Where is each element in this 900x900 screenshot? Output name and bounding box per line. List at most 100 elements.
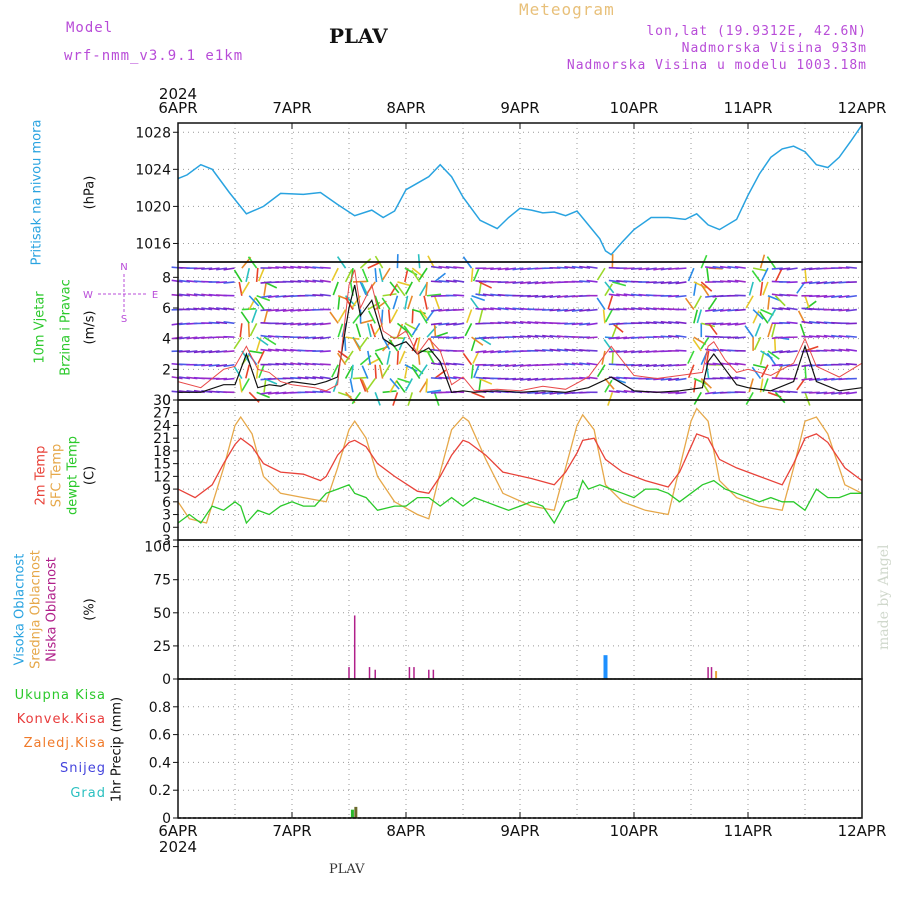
wind-arrow (549, 391, 561, 395)
wind-arrow (752, 308, 764, 320)
wind-arrow (433, 392, 440, 406)
ytick-label: 0.2 (149, 783, 171, 799)
wind-arrow (823, 349, 835, 352)
compass-n: N (120, 262, 127, 273)
wind-arrow (367, 261, 381, 269)
wind-speed-line (178, 284, 863, 393)
wind-arrow (638, 307, 650, 311)
wind-arrow (304, 279, 317, 283)
wind-arrow (675, 391, 687, 395)
wind-arrow (215, 281, 228, 284)
wind-arrow (712, 308, 724, 312)
wind-arrow (786, 281, 798, 284)
wind-arrow (773, 336, 777, 351)
wind-arrow (771, 389, 783, 394)
wind-arrow (282, 362, 294, 366)
wind-arrow (433, 295, 441, 310)
wind-arrow (490, 267, 502, 271)
wind-arrow (752, 267, 768, 272)
cloud-label-a: Visoka Oblacnost (12, 553, 28, 666)
wind-arrow (297, 362, 309, 366)
wind-arrow (612, 281, 627, 287)
compass-w: W (83, 290, 93, 301)
wind-arrow (630, 307, 643, 311)
wind-arrow (290, 308, 302, 312)
wind-arrow (344, 365, 353, 379)
wind-arrow (616, 389, 628, 394)
wind-arrow (675, 349, 687, 352)
wind-arrow (445, 279, 457, 283)
wind-arrow (823, 377, 835, 381)
wind-arrow (668, 391, 680, 394)
wind-arrow (645, 281, 657, 284)
wind-arrow (267, 308, 279, 312)
wind-arrow (453, 279, 465, 283)
wind-arrow (381, 267, 391, 281)
wind-arrow (193, 307, 205, 311)
wind-arrow (596, 267, 606, 281)
wind-arrow (367, 323, 372, 338)
wind-arrow (556, 266, 568, 269)
wind-arrow (645, 307, 657, 311)
wind-arrow (419, 380, 428, 393)
wind-arrow (238, 378, 243, 393)
wind-arrow (687, 267, 695, 282)
wind-arrow (734, 265, 746, 269)
wind-arrow (251, 309, 258, 323)
wind-arrow (482, 293, 494, 297)
bottom-time-tick: 6APR (158, 822, 197, 840)
wind-arrow (482, 350, 494, 354)
wind-arrow (645, 267, 657, 271)
wind-arrow (470, 364, 474, 379)
wind-arrow (571, 265, 583, 269)
wind-arrow (505, 267, 517, 271)
wind-arrow (257, 350, 265, 364)
wind-arrow (438, 376, 450, 380)
wind-arrow (223, 377, 235, 381)
wind-arrow (208, 307, 220, 311)
wind-arrow (693, 378, 697, 393)
wind-arrow (556, 308, 568, 312)
wind-arrow (445, 322, 457, 326)
wind-arrow (359, 378, 367, 392)
wind-arrow (361, 379, 369, 393)
wind-arrow (453, 308, 465, 311)
wind-arrow (240, 311, 250, 324)
wind-arrow (693, 377, 708, 385)
wind-arrow (774, 269, 783, 283)
wind-arrow (512, 281, 524, 284)
wind-arrow (319, 322, 331, 326)
wind-arrow (796, 378, 806, 391)
wind-arrow (527, 391, 539, 395)
wind-gust-line (177, 269, 863, 392)
wind-arrow (430, 280, 442, 283)
wind-arrow (216, 321, 228, 325)
wind-arrow (675, 267, 687, 270)
wind-arrow (255, 297, 265, 311)
wind-arrow (527, 334, 539, 338)
wind-arrow (260, 334, 272, 338)
wind-arrow (290, 265, 302, 269)
wind-arrow (779, 267, 791, 271)
wind-arrow (411, 366, 421, 379)
cloud-label-b: Srednja Oblacnost (28, 550, 44, 669)
ytick-label: -3 (157, 533, 171, 549)
wind-arrow (241, 281, 250, 295)
wind-arrow (504, 321, 517, 325)
wind-arrow (831, 308, 843, 312)
wind-arrow (804, 392, 811, 406)
ytick-label: 6 (162, 301, 171, 317)
wind-arrow (427, 293, 442, 297)
wind-arrow (604, 281, 615, 294)
wind-arrow (404, 364, 418, 372)
dewpt-line (177, 479, 862, 525)
wind-arrow (337, 295, 341, 310)
wind-arrow (748, 281, 754, 296)
wind-arrow (411, 309, 414, 324)
wind-arrow (608, 336, 620, 340)
wind-arrow (344, 269, 353, 283)
legend-hail: Grad (70, 786, 106, 801)
wind-arrow (418, 364, 428, 377)
wind-arrow (425, 378, 428, 393)
wind-arrow (404, 268, 409, 283)
